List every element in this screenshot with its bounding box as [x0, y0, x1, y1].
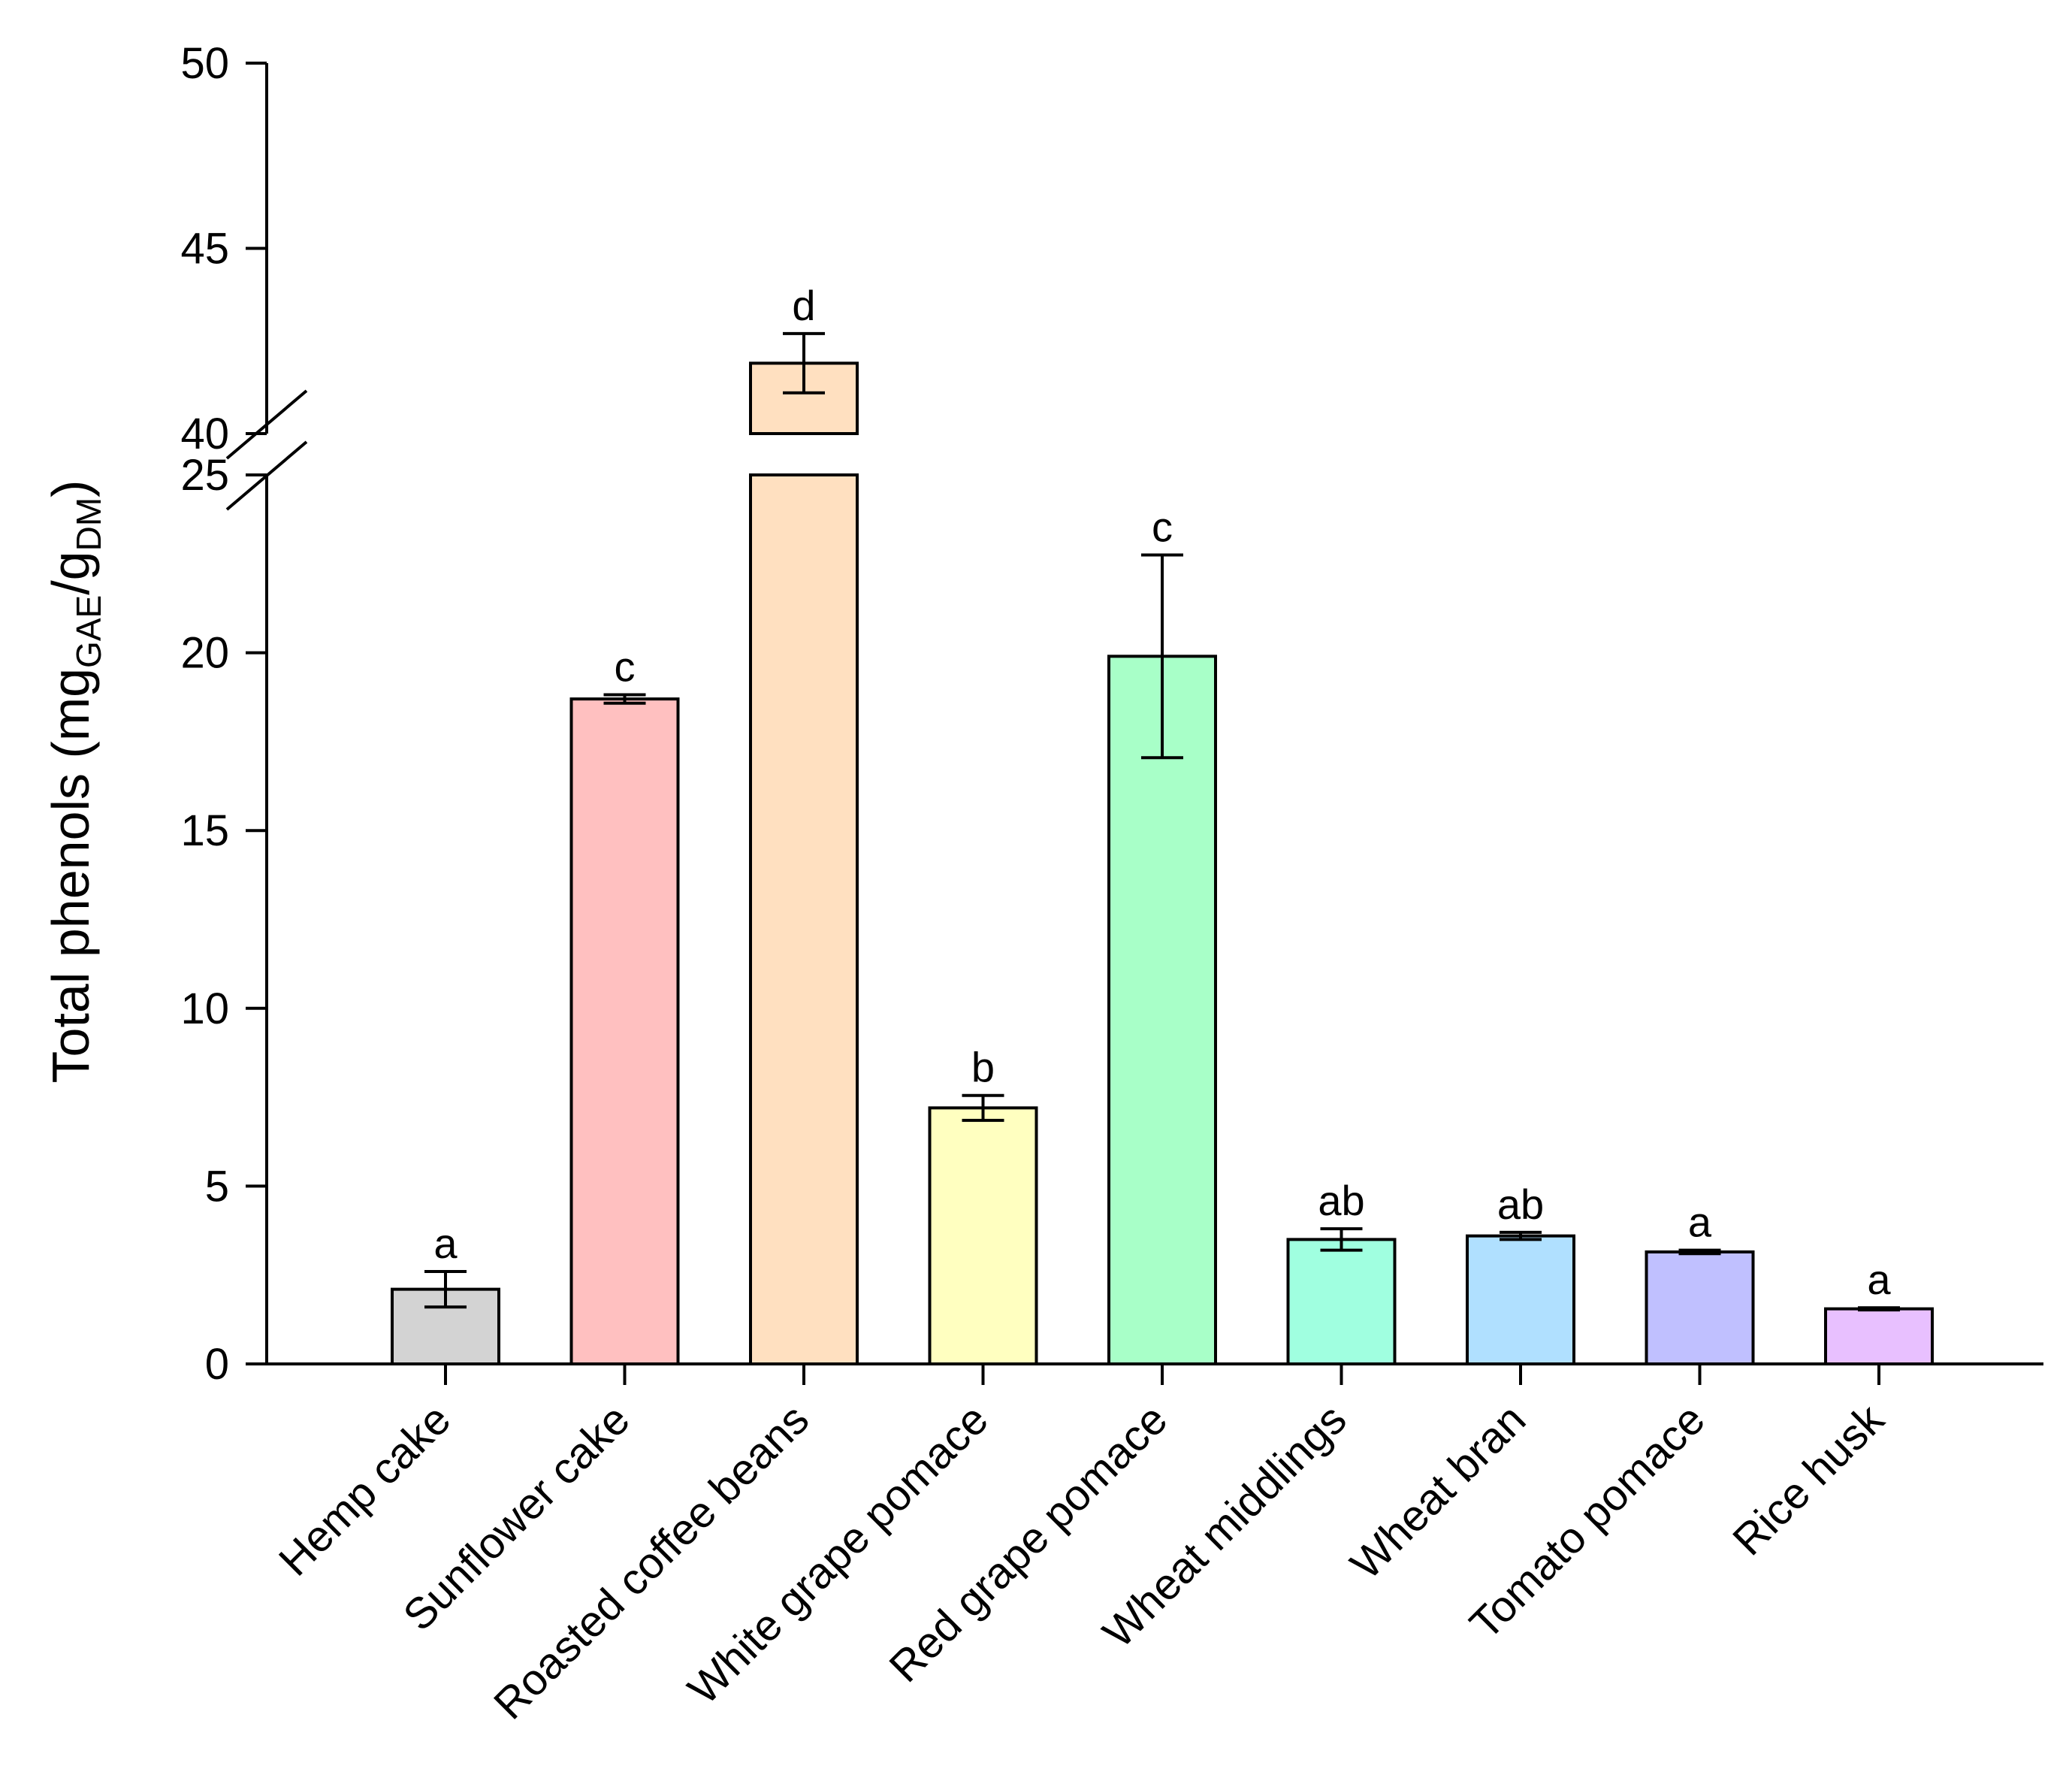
- bar: [928, 1106, 1038, 1366]
- bar: [1466, 1234, 1575, 1365]
- y-label-sub-dm: DM: [69, 497, 108, 552]
- y-label-mid: /g: [41, 551, 100, 594]
- y-tick-label-0: 0: [205, 1340, 229, 1389]
- significance-label: a: [1688, 1199, 1712, 1246]
- significance-label: c: [615, 643, 636, 690]
- y-tick-label-15: 15: [180, 806, 229, 855]
- category-label: Wheat bran: [1341, 1395, 1535, 1589]
- bar: [1824, 1307, 1934, 1366]
- y-label-end: ): [41, 480, 100, 497]
- bar: [569, 697, 680, 1365]
- y-tick-label-40: 40: [180, 410, 229, 458]
- y-tick-label-5: 5: [205, 1162, 229, 1211]
- category-label: Roasted coffee beans: [485, 1395, 818, 1728]
- y-label-main: Total phenols (mg: [41, 668, 100, 1084]
- bars: a c d b c ab ab a a: [391, 282, 1934, 1366]
- significance-label: a: [433, 1220, 458, 1267]
- significance-label: d: [792, 282, 815, 329]
- bar: [1645, 1250, 1755, 1366]
- significance-label: ab: [1497, 1181, 1544, 1228]
- y-label-sub-gae: GAE: [69, 595, 108, 668]
- y-axis-label: Total phenols (mgGAE/gDM): [41, 480, 108, 1084]
- significance-label: a: [1867, 1256, 1891, 1303]
- bar: [1107, 655, 1217, 1365]
- y-tick-label-10: 10: [180, 984, 229, 1033]
- significance-label: b: [971, 1044, 995, 1091]
- y-tick-label-20: 20: [180, 629, 229, 678]
- y-tick-label-50: 50: [180, 39, 229, 88]
- category-label: Hemp cake: [270, 1395, 460, 1585]
- significance-label: c: [1152, 503, 1173, 550]
- bar: [1286, 1238, 1397, 1365]
- x-axis: [246, 1362, 2043, 1385]
- y-tick-label-25: 25: [180, 451, 229, 500]
- category-label: White grape pomace: [678, 1395, 997, 1713]
- bar-lower-segment: [749, 473, 859, 1365]
- y-tick-label-45: 45: [180, 225, 229, 274]
- axis-break-mark-upper: [225, 389, 308, 460]
- significance-label: ab: [1318, 1177, 1364, 1224]
- category-label: Rice husk: [1723, 1395, 1894, 1565]
